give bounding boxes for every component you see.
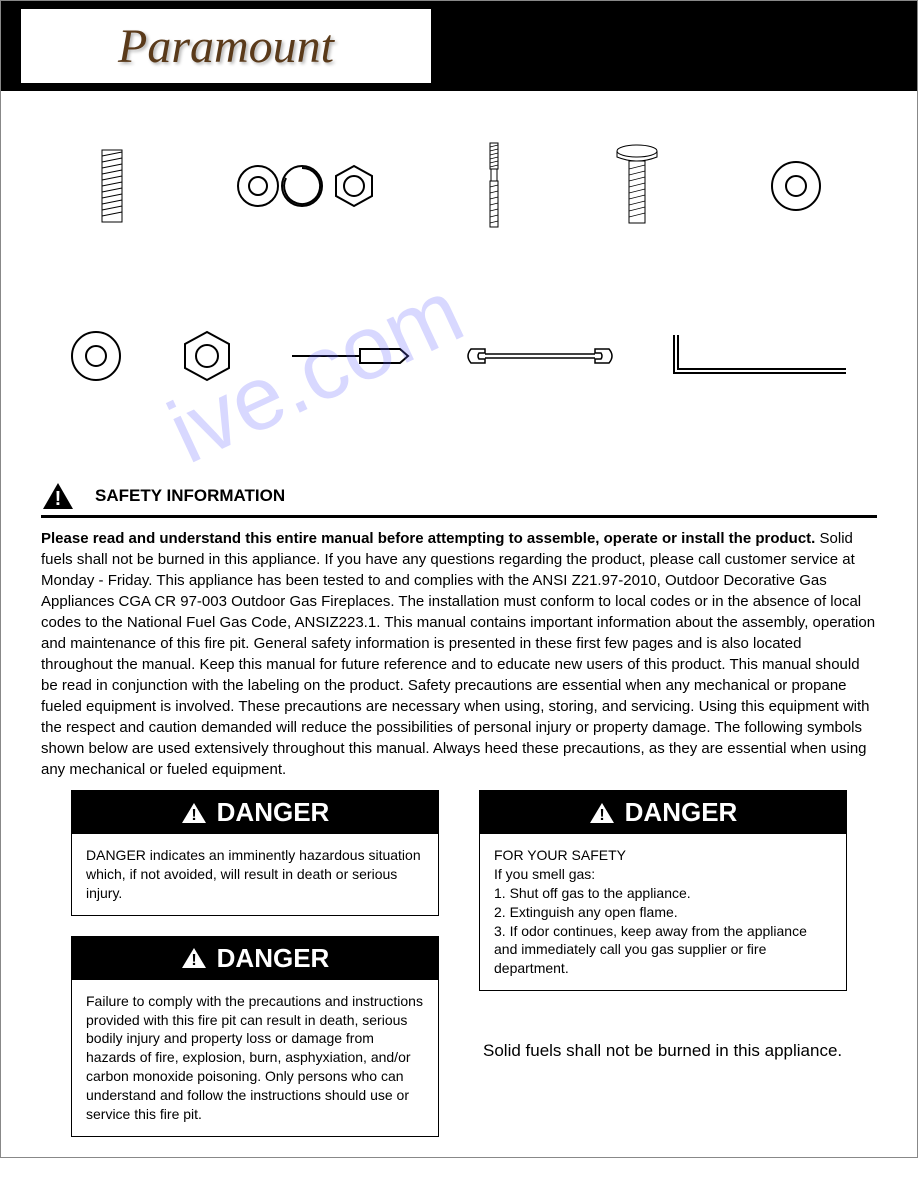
danger-body-3: FOR YOUR SAFETY If you smell gas: 1. Shu… <box>480 834 846 990</box>
danger-label: DANGER <box>217 943 330 974</box>
stud-icon <box>482 141 506 231</box>
danger-header-3: ! DANGER <box>480 791 846 834</box>
body-lead: Please read and understand this entire m… <box>41 530 815 547</box>
parts-row-2 <box>41 311 877 401</box>
svg-text:!: ! <box>191 807 196 824</box>
danger-header-2: ! DANGER <box>72 937 438 980</box>
body-rest: Solid fuels shall not be burned in this … <box>41 530 875 778</box>
danger-body-2: Failure to comply with the precautions a… <box>72 980 438 1136</box>
warning-triangle-icon: ! <box>181 802 207 824</box>
hex-bolt-icon <box>612 141 662 231</box>
hex-nut-icon <box>179 328 235 384</box>
danger-box-1: ! DANGER DANGER indicates an imminently … <box>71 790 439 916</box>
warning-triangle-icon: ! <box>41 481 75 511</box>
danger-header-1: ! DANGER <box>72 791 438 834</box>
document-page: Paramount ive.com <box>0 0 918 1158</box>
danger-label: DANGER <box>625 797 738 828</box>
allen-key-icon <box>670 331 850 381</box>
svg-text:!: ! <box>599 807 604 824</box>
safety-header: ! SAFETY INFORMATION <box>41 481 877 518</box>
flat-washer-icon <box>768 158 824 214</box>
screwdriver-icon <box>290 341 410 371</box>
danger-body-1: DANGER indicates an imminently hazardous… <box>72 834 438 915</box>
danger-label: DANGER <box>217 797 330 828</box>
svg-text:!: ! <box>191 952 196 969</box>
washer-set-icon <box>236 156 376 216</box>
threaded-rod-icon <box>94 146 130 226</box>
safety-title: SAFETY INFORMATION <box>95 486 285 506</box>
danger-box-2: ! DANGER Failure to comply with the prec… <box>71 936 439 1137</box>
danger-col-left: ! DANGER DANGER indicates an imminently … <box>71 790 439 1137</box>
warning-triangle-icon: ! <box>589 802 615 824</box>
danger-row: ! DANGER DANGER indicates an imminently … <box>41 790 877 1137</box>
danger-box-3: ! DANGER FOR YOUR SAFETY If you smell ga… <box>479 790 847 991</box>
header-bar: Paramount <box>1 1 917 91</box>
washer-icon <box>68 328 124 384</box>
parts-row-1 <box>41 141 877 231</box>
svg-text:!: ! <box>55 488 62 510</box>
page-content: ive.com <box>1 91 917 1157</box>
warning-triangle-icon: ! <box>181 947 207 969</box>
solid-fuels-note: Solid fuels shall not be burned in this … <box>483 1041 847 1061</box>
wrench-icon <box>465 341 615 371</box>
danger-col-right: ! DANGER FOR YOUR SAFETY If you smell ga… <box>479 790 847 1137</box>
safety-body: Please read and understand this entire m… <box>41 528 877 780</box>
logo-box: Paramount <box>21 9 431 83</box>
brand-logo: Paramount <box>118 19 334 74</box>
